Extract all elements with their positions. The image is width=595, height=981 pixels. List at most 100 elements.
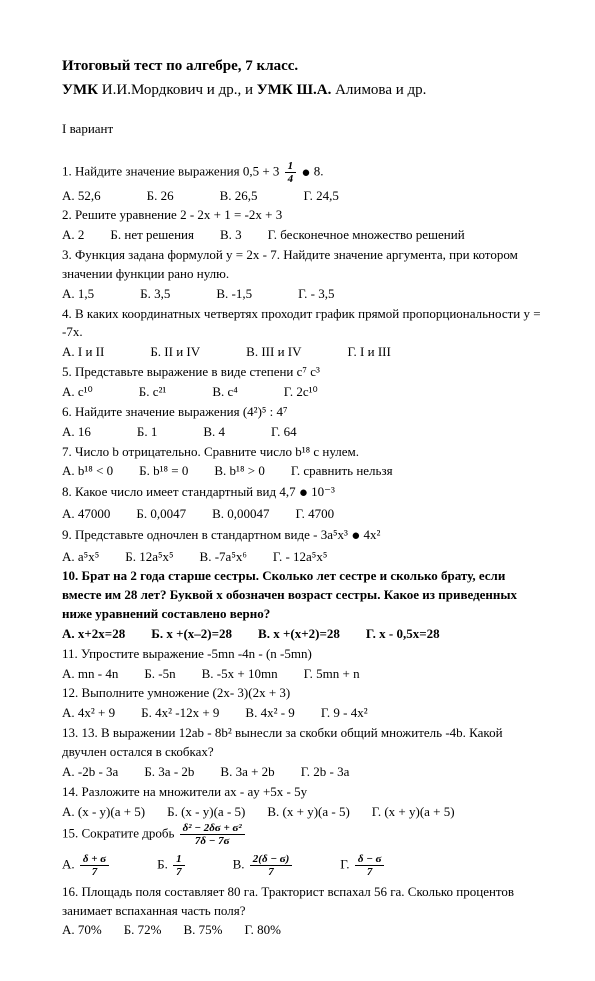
mult-dot: ● xyxy=(351,528,360,544)
q15: 15. Сократите дробь δ² − 2δϭ + ϭ² 7δ − 7… xyxy=(62,822,547,847)
a1a: А. 52,6 xyxy=(62,187,101,206)
q9-b: 4x² xyxy=(360,527,380,542)
a8b: Б. 0,0047 xyxy=(136,505,186,524)
a15b-den: 7 xyxy=(173,866,185,878)
a4b: Б. II и IV xyxy=(150,343,200,362)
q3: 3. Функция задана формулой y = 2x - 7. Н… xyxy=(62,246,547,284)
subtitle-b2: УМК Ш.А. xyxy=(257,82,332,98)
a1c: В. 26,5 xyxy=(220,187,258,206)
a9b: Б. 12a⁵x⁵ xyxy=(125,548,173,567)
q1-text: 1. Найдите значение выражения 0,5 + 3 xyxy=(62,164,283,179)
a16a: А. 70% xyxy=(62,921,102,940)
a3b: Б. 3,5 xyxy=(140,285,170,304)
a14b: Б. (x - y)(a - 5) xyxy=(167,803,245,822)
a14a: А. (x - y)(a + 5) xyxy=(62,803,145,822)
q16: 16. Площадь поля составляет 80 га. Тракт… xyxy=(62,883,547,921)
q4: 4. В каких координатных четвертях проход… xyxy=(62,305,547,343)
q15-num: δ² − 2δϭ + ϭ² xyxy=(180,822,245,835)
q1-answers: А. 52,6 Б. 26 В. 26,5 Г. 24,5 xyxy=(62,187,547,206)
a13a: А. -2b - 3a xyxy=(62,763,118,782)
a11b: Б. -5n xyxy=(144,665,175,684)
a9a: А. a⁵x⁵ xyxy=(62,548,99,567)
a6d: Г. 64 xyxy=(271,423,297,442)
q11-answers: А. mn - 4n Б. -5n В. -5x + 10mn Г. 5mn +… xyxy=(62,665,547,684)
q1-fraction: 1 4 xyxy=(285,160,297,185)
subtitle-b1: УМК xyxy=(62,82,98,98)
a5c: В. c⁴ xyxy=(212,383,237,402)
q14-answers: А. (x - y)(a + 5) Б. (x - y)(a - 5) В. (… xyxy=(62,803,547,822)
a15a-den: 7 xyxy=(80,866,109,878)
q3-answers: А. 1,5 Б. 3,5 В. -1,5 Г. - 3,5 xyxy=(62,285,547,304)
q6-answers: А. 16 Б. 1 В. 4 Г. 64 xyxy=(62,423,547,442)
a10b: Б. x +(x–2)=28 xyxy=(151,625,232,644)
q1-tail: 8. xyxy=(314,164,324,179)
variant-label: I вариант xyxy=(62,120,547,139)
q13-answers: А. -2b - 3a Б. 3a - 2b В. 3a + 2b Г. 2b … xyxy=(62,763,547,782)
q15-frac: δ² − 2δϭ + ϭ² 7δ − 7ϭ xyxy=(180,822,245,847)
a15d-den: 7 xyxy=(355,866,385,878)
a4a: А. I и II xyxy=(62,343,104,362)
q8-answers: А. 47000 Б. 0,0047 В. 0,00047 Г. 4700 xyxy=(62,505,547,524)
q6: 6. Найдите значение выражения (4²)⁵ : 4⁷ xyxy=(62,403,547,422)
a6c: В. 4 xyxy=(203,423,225,442)
q8: 8. Какое число имеет стандартный вид 4,7… xyxy=(62,482,547,504)
q13: 13. 13. В выражении 12ab - 8b² вынесли з… xyxy=(62,724,547,762)
a15a-label: А. xyxy=(62,856,78,871)
mult-dot: ● xyxy=(301,165,310,181)
q1-frac-den: 4 xyxy=(285,173,297,185)
a6a: А. 16 xyxy=(62,423,91,442)
q15-den: 7δ − 7ϭ xyxy=(180,835,245,847)
q2-answers: А. 2 Б. нет решения В. 3 Г. бесконечное … xyxy=(62,226,547,245)
a13d: Г. 2b - 3a xyxy=(301,763,350,782)
a6b: Б. 1 xyxy=(137,423,157,442)
q7: 7. Число b отрицательно. Сравните число … xyxy=(62,443,547,462)
a15d-num: δ − ϭ xyxy=(355,853,385,866)
q7-answers: А. b¹⁸ < 0 Б. b¹⁸ = 0 В. b¹⁸ > 0 Г. срав… xyxy=(62,462,547,481)
page: Итоговый тест по алгебре, 7 класс. УМК И… xyxy=(0,0,595,981)
a3d: Г. - 3,5 xyxy=(298,285,334,304)
a7c: В. b¹⁸ > 0 xyxy=(214,462,264,481)
q11: 11. Упростите выражение -5mn -4n - (n -5… xyxy=(62,645,547,664)
a4c: В. III и IV xyxy=(246,343,301,362)
a7a: А. b¹⁸ < 0 xyxy=(62,462,113,481)
a2c: В. 3 xyxy=(220,226,242,245)
q8-a: 8. Какое число имеет стандартный вид 4,7 xyxy=(62,484,299,499)
a7b: Б. b¹⁸ = 0 xyxy=(139,462,188,481)
a10d: Г. x - 0,5x=28 xyxy=(366,625,440,644)
subtitle-p1: И.И.Мордкович и др., и xyxy=(98,82,257,98)
q1: 1. Найдите значение выражения 0,5 + 3 1 … xyxy=(62,160,547,185)
a3c: В. -1,5 xyxy=(216,285,252,304)
a9c: В. -7a⁵x⁶ xyxy=(200,548,247,567)
a13b: Б. 3a - 2b xyxy=(144,763,194,782)
a16c: В. 75% xyxy=(184,921,223,940)
a16b: Б. 72% xyxy=(124,921,162,940)
a12a: А. 4x² + 9 xyxy=(62,704,115,723)
a9d: Г. - 12a⁵x⁵ xyxy=(273,548,327,567)
a10a: А. x+2x=28 xyxy=(62,625,125,644)
q15-answers: А. δ + ϭ7 Б. 17 В. 2(δ − ϭ)7 Г. δ − ϭ7 xyxy=(62,853,547,878)
q12: 12. Выполните умножение (2x- 3)(2x + 3) xyxy=(62,684,547,703)
a12c: В. 4x² - 9 xyxy=(245,704,294,723)
a2b: Б. нет решения xyxy=(110,226,194,245)
q5: 5. Представьте выражение в виде степени … xyxy=(62,363,547,382)
a4d: Г. I и III xyxy=(348,343,391,362)
q14: 14. Разложите на множители ax - ay +5x -… xyxy=(62,783,547,802)
q10-answers: А. x+2x=28 Б. x +(x–2)=28 В. x +(x+2)=28… xyxy=(62,625,547,644)
a1b: Б. 26 xyxy=(147,187,174,206)
q9: 9. Представьте одночлен в стандартном ви… xyxy=(62,525,547,547)
a15a: А. δ + ϭ7 xyxy=(62,853,111,878)
a15b-num: 1 xyxy=(173,853,185,866)
a13c: В. 3a + 2b xyxy=(220,763,274,782)
a8c: В. 0,00047 xyxy=(212,505,269,524)
page-title: Итоговый тест по алгебре, 7 класс. xyxy=(62,56,547,78)
a2d: Г. бесконечное множество решений xyxy=(268,226,465,245)
q2: 2. Решите уравнение 2 - 2x + 1 = -2x + 3 xyxy=(62,206,547,225)
q4-answers: А. I и II Б. II и IV В. III и IV Г. I и … xyxy=(62,343,547,362)
q8-b: 10⁻³ xyxy=(308,484,335,499)
q1-frac-num: 1 xyxy=(285,160,297,173)
a15b: Б. 17 xyxy=(157,853,186,878)
a14c: В. (x + y)(a - 5) xyxy=(267,803,349,822)
a3a: А. 1,5 xyxy=(62,285,94,304)
a10c: В. x +(x+2)=28 xyxy=(258,625,340,644)
a15d-label: Г. xyxy=(340,856,353,871)
